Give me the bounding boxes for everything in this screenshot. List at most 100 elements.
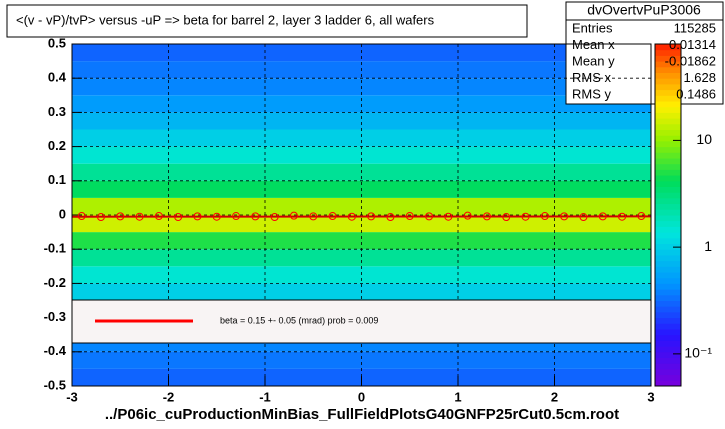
color-scale (655, 152, 681, 159)
y-tick-label: -0.1 (44, 241, 66, 256)
profile-point (579, 213, 588, 222)
heatmap-band (72, 215, 651, 233)
stats-value: -0.01862 (665, 53, 716, 68)
y-tick-label: 0.5 (48, 35, 66, 50)
color-scale (655, 146, 681, 153)
z-tick-label: 10 (696, 131, 712, 147)
chart-title: <(v - vP)/tvP> versus -uP => beta for ba… (16, 12, 435, 27)
profile-point (135, 212, 144, 221)
profile-point (560, 212, 569, 221)
color-scale (655, 243, 681, 250)
profile-point (637, 212, 646, 221)
profile-point (425, 212, 434, 221)
color-scale (655, 192, 681, 199)
x-tick-label: -1 (259, 389, 271, 404)
profile-point (174, 213, 183, 222)
profile-point (96, 213, 105, 222)
profile-point (618, 212, 627, 221)
z-tick-label: 1 (704, 238, 712, 254)
profile-point (77, 212, 86, 221)
color-scale (655, 118, 681, 125)
color-scale (655, 49, 681, 56)
profile-point (405, 212, 414, 221)
color-scale (655, 363, 681, 370)
heatmap-band (72, 232, 651, 250)
color-scale (655, 311, 681, 319)
color-scale (655, 346, 681, 353)
stats-label: Mean y (572, 53, 615, 68)
color-scale (655, 209, 681, 216)
stats-value: 0.1486 (676, 86, 716, 101)
color-scale (655, 169, 681, 176)
color-scale (655, 283, 681, 290)
color-scale (655, 158, 681, 165)
color-scale (655, 317, 681, 324)
profile-point (270, 213, 279, 222)
y-tick-label: 0 (59, 206, 66, 221)
color-scale (655, 220, 681, 227)
color-scale (655, 61, 681, 68)
y-tick-label: 0.3 (48, 104, 66, 119)
color-scale (655, 72, 681, 79)
color-scale (655, 203, 681, 210)
color-scale (655, 180, 681, 187)
profile-point (154, 212, 163, 221)
color-scale (655, 55, 681, 62)
color-scale (655, 78, 681, 85)
stats-label: Entries (572, 20, 613, 35)
color-scale (655, 123, 681, 130)
profile-point (309, 212, 318, 221)
x-tick-label: 1 (454, 389, 461, 404)
stats-title: dvOvertvPuP3006 (587, 2, 701, 18)
color-scale (655, 334, 681, 341)
color-scale (655, 277, 681, 284)
color-scale (655, 306, 681, 313)
color-scale (655, 95, 681, 102)
color-scale (655, 163, 681, 170)
title-box (6, 4, 528, 38)
x-tick-label: 3 (647, 389, 654, 404)
color-scale (655, 175, 681, 182)
profile-point (289, 211, 298, 220)
x-tick-label: -3 (66, 389, 78, 404)
profile-point (598, 212, 607, 221)
color-scale (655, 66, 681, 73)
profile-point (367, 212, 376, 221)
color-scale (655, 300, 681, 307)
heatmap-band (72, 351, 651, 369)
heatmap-band (72, 129, 651, 147)
color-scale (655, 112, 681, 119)
legend-label: beta = 0.15 +- 0.05 (mrad) prob = 0.009 (220, 315, 378, 325)
profile-point (116, 212, 125, 221)
color-scale (655, 83, 681, 91)
z-tick-label: 10⁻¹ (684, 345, 712, 361)
color-scale (655, 106, 681, 113)
color-scale (655, 129, 681, 136)
x-tick-label: 0 (358, 389, 365, 404)
profile-point (444, 212, 453, 221)
profile-point (463, 211, 472, 220)
heatmap-band (72, 112, 651, 130)
color-scale (655, 272, 681, 279)
y-tick-label: 0.4 (48, 70, 67, 85)
color-scale (655, 329, 681, 336)
heatmap-band (72, 95, 651, 113)
color-scale (655, 226, 681, 233)
stats-value: 115285 (674, 20, 716, 35)
color-scale (655, 140, 681, 148)
stats-box (565, 1, 724, 105)
color-scale (655, 323, 681, 330)
plot-frame (71, 43, 652, 387)
profile-point (482, 212, 491, 221)
y-tick-label: -0.2 (44, 275, 66, 290)
y-tick-label: -0.4 (44, 343, 67, 358)
heatmap-band (72, 146, 651, 164)
color-scale (655, 237, 681, 244)
color-scale (655, 254, 681, 262)
color-scale (655, 368, 681, 376)
color-scale (655, 260, 681, 267)
color-scale (655, 186, 681, 193)
color-scale (655, 197, 681, 205)
color-scale (655, 44, 681, 51)
